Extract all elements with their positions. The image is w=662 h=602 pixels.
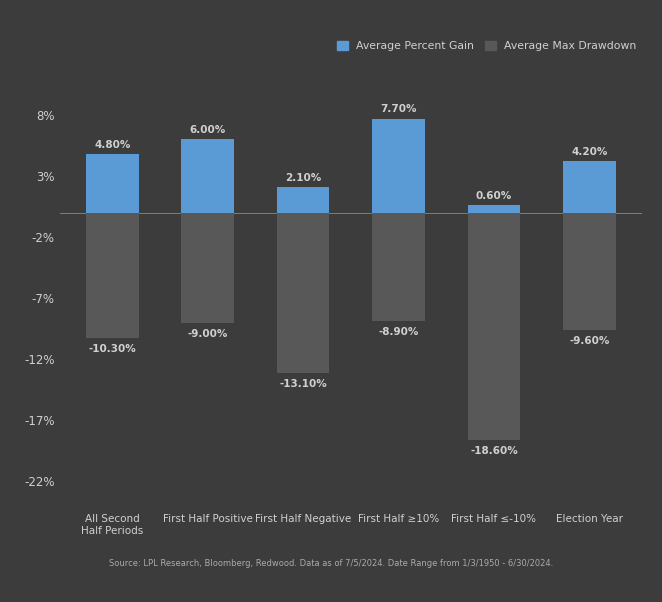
Bar xyxy=(277,213,330,373)
Bar xyxy=(86,213,138,338)
Bar xyxy=(372,213,425,321)
Bar xyxy=(563,161,616,213)
Bar xyxy=(563,213,616,330)
Text: 0.60%: 0.60% xyxy=(476,191,512,201)
Text: 4.80%: 4.80% xyxy=(94,140,130,150)
Text: 6.00%: 6.00% xyxy=(189,125,226,135)
Bar xyxy=(181,139,234,213)
Text: -9.00%: -9.00% xyxy=(187,329,228,338)
Bar xyxy=(277,187,330,213)
Text: -18.60%: -18.60% xyxy=(470,446,518,456)
Text: 2.10%: 2.10% xyxy=(285,173,321,182)
Bar xyxy=(181,213,234,323)
Text: Source: LPL Research, Bloomberg, Redwood. Data as of 7/5/2024. Date Range from 1: Source: LPL Research, Bloomberg, Redwood… xyxy=(109,559,553,568)
Text: -13.10%: -13.10% xyxy=(279,379,327,389)
Legend: Average Percent Gain, Average Max Drawdown: Average Percent Gain, Average Max Drawdo… xyxy=(337,41,637,51)
Text: 7.70%: 7.70% xyxy=(381,104,417,114)
Text: 4.20%: 4.20% xyxy=(571,147,608,157)
Text: -9.60%: -9.60% xyxy=(569,336,610,346)
Bar xyxy=(468,205,520,213)
Text: -8.90%: -8.90% xyxy=(379,327,419,337)
Bar xyxy=(372,119,425,213)
Text: -10.30%: -10.30% xyxy=(89,344,136,355)
Bar xyxy=(86,154,138,213)
Bar xyxy=(468,213,520,439)
